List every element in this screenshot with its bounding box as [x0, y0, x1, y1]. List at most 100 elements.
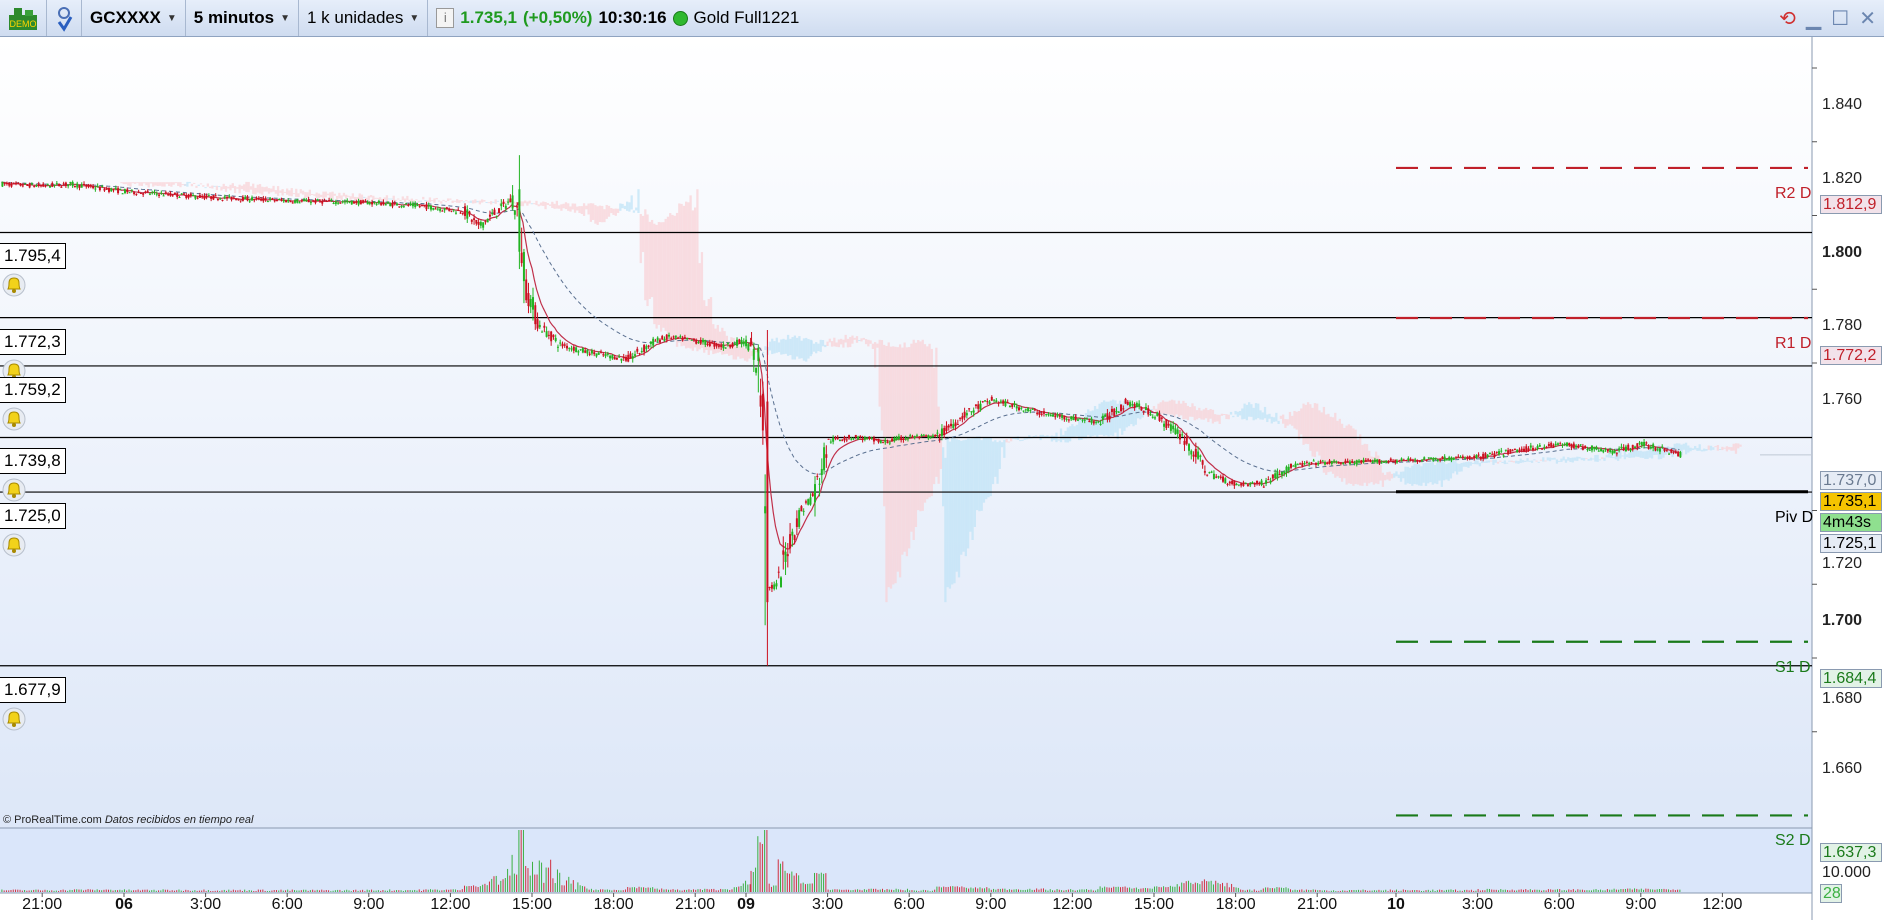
volume-bar	[809, 883, 811, 892]
volume-bar	[861, 890, 863, 892]
cloud-slice	[1454, 461, 1457, 472]
candle-body	[1217, 476, 1220, 478]
volume-bar	[1271, 888, 1273, 892]
candle-body	[1577, 445, 1580, 448]
volume-bar	[364, 891, 366, 892]
info-icon[interactable]: i	[436, 8, 455, 28]
volume-bar	[518, 830, 520, 892]
cloud-slice	[408, 199, 411, 202]
candle	[1131, 400, 1134, 407]
cloud-slice	[1684, 442, 1688, 455]
demo-badge[interactable]: DEMO	[0, 0, 46, 36]
cloud-slice	[152, 182, 155, 187]
candle	[337, 201, 340, 205]
cloud-slice	[224, 185, 228, 192]
volume-bar	[35, 889, 37, 892]
candle	[857, 435, 860, 440]
volume-bar	[355, 889, 357, 892]
cloud-slice	[582, 203, 586, 216]
instrument-name: GCXXXX	[90, 8, 161, 27]
candle	[1042, 408, 1045, 417]
candle-body	[1495, 451, 1498, 453]
cloud-slice	[206, 183, 209, 187]
candle	[1643, 438, 1646, 449]
cloud-slice	[158, 182, 162, 186]
cloud-slice	[1528, 460, 1531, 462]
candle	[938, 433, 941, 443]
bell-icon[interactable]	[2, 478, 26, 502]
candle	[1367, 458, 1370, 461]
candle	[8, 182, 11, 188]
candle-body	[26, 184, 29, 186]
cloud-slice	[830, 341, 834, 347]
candle-body	[936, 432, 939, 434]
candle-body	[348, 201, 351, 203]
candle	[1418, 460, 1421, 463]
candle-body	[999, 400, 1002, 402]
candle	[1339, 461, 1342, 466]
bell-icon[interactable]	[2, 407, 26, 431]
cloud-slice	[805, 337, 808, 362]
cloud-slice	[1354, 429, 1357, 485]
candle	[1038, 410, 1041, 418]
cloud-slice	[345, 194, 348, 199]
candle	[1663, 448, 1666, 453]
candle	[1482, 451, 1485, 462]
volume-bar	[1321, 890, 1323, 892]
candle	[1181, 431, 1184, 438]
volume-bar	[974, 887, 976, 892]
candle-body	[1256, 480, 1259, 484]
volume-bar	[151, 890, 153, 892]
cloud-slice	[133, 182, 137, 184]
bell-icon[interactable]	[2, 359, 26, 383]
candle-body	[904, 438, 907, 440]
cloud-slice	[490, 201, 493, 205]
volume-bar	[897, 889, 899, 892]
cloud-slice	[1408, 467, 1412, 484]
volume-bar	[1183, 883, 1185, 892]
instrument-selector[interactable]: GCXXXX ▼	[82, 0, 185, 36]
cloud-slice	[1082, 417, 1085, 439]
bell-icon[interactable]	[2, 533, 26, 557]
candle-body	[977, 404, 980, 409]
volume-bar	[1256, 890, 1258, 892]
volume-bar	[1590, 890, 1592, 892]
cloud-slice	[1277, 420, 1280, 424]
volume-bar	[1563, 890, 1565, 892]
candle-body	[848, 435, 851, 439]
link-button[interactable]	[47, 0, 81, 36]
volume-bar	[239, 889, 241, 892]
close-icon[interactable]: ✕	[1859, 7, 1876, 30]
candle-body	[1022, 410, 1025, 412]
maximize-icon[interactable]: ☐	[1831, 7, 1850, 30]
bell-icon[interactable]	[2, 707, 26, 731]
timeframe-selector[interactable]: 5 minutos ▼	[186, 0, 298, 36]
cloud-slice	[1372, 457, 1375, 485]
volume-bar	[83, 890, 85, 892]
data-source-note: © ProRealTime.com Datos recibidos en tie…	[3, 814, 253, 826]
volume-bar	[541, 862, 543, 892]
cloud-slice	[1553, 457, 1556, 460]
pivot-name: R1 D	[1775, 335, 1812, 352]
minimize-icon[interactable]: ▁	[1805, 7, 1822, 30]
cloud-slice	[905, 347, 909, 557]
candle	[1475, 454, 1478, 459]
candle	[968, 408, 971, 412]
candle-body	[818, 483, 821, 485]
candle	[715, 342, 718, 349]
bell-icon[interactable]	[2, 273, 26, 297]
volume-bar	[736, 887, 738, 892]
refresh-icon[interactable]: ⟲	[1779, 7, 1796, 30]
candle-body	[968, 408, 971, 410]
candle	[1493, 450, 1496, 459]
volume-bar	[1160, 887, 1162, 892]
volume-bar	[527, 868, 529, 892]
candle	[294, 199, 297, 204]
volume-bar	[745, 880, 747, 892]
candle-body	[373, 201, 376, 203]
candle-body	[997, 402, 1000, 404]
units-selector[interactable]: 1 k unidades ▼	[299, 0, 427, 36]
cloud-slice	[1530, 460, 1534, 463]
candle	[1380, 460, 1383, 464]
